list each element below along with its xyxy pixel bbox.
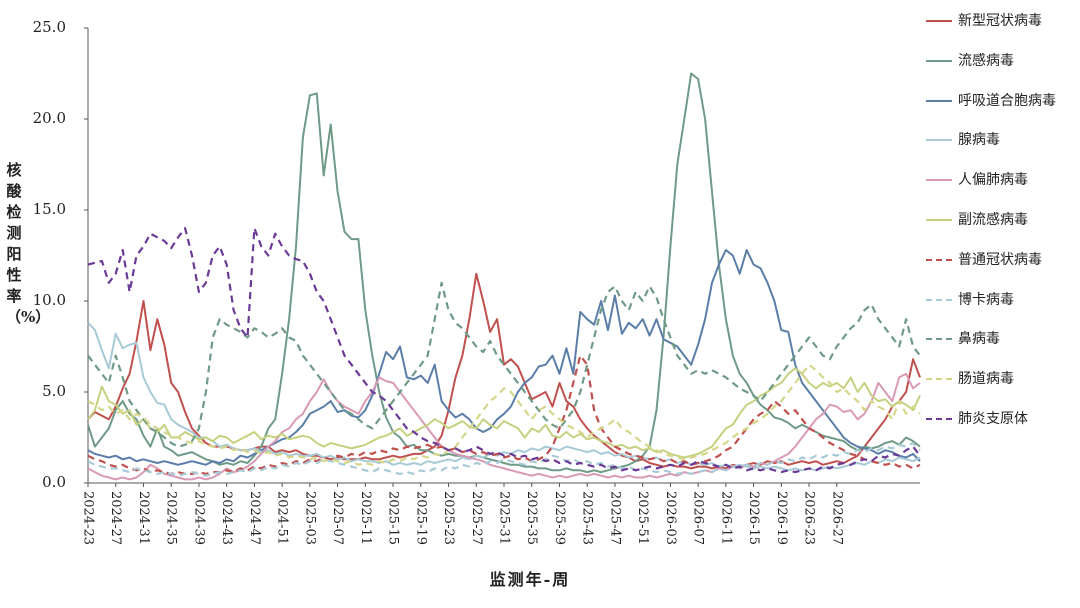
legend-item: 腺病毒 (922, 127, 1080, 167)
y-tick-label: 15.0 (33, 200, 66, 218)
legend-label: 博卡病毒 (958, 291, 1014, 308)
series-line-5 (87, 372, 921, 481)
x-tick-label: 2025-27 (469, 491, 484, 545)
y-tick-label: 20.0 (33, 109, 66, 127)
x-tick-label: 2026-11 (718, 491, 733, 545)
legend: 新型冠状病毒 流感病毒呼吸道合胞病毒 腺病毒人偏肺病毒副流感病毒普通冠状病毒 博卡病毒… (922, 8, 1080, 446)
legend-label: 肠道病毒 (958, 371, 1014, 388)
x-tick-label: 2025-39 (552, 491, 567, 545)
x-tick-label: 2025-47 (607, 491, 622, 545)
legend-swatch (926, 179, 952, 182)
legend-swatch (926, 417, 952, 420)
x-tick-label: 2024-47 (247, 491, 262, 545)
legend-item: 博卡病毒 (922, 287, 1080, 327)
series-line-6 (87, 367, 921, 459)
legend-item: 普通冠状病毒 (922, 247, 1080, 287)
legend-swatch (926, 378, 952, 381)
legend-label: 流感病毒 (958, 52, 1014, 69)
x-tick-label: 2026-15 (746, 491, 761, 545)
y-tick-label: 25.0 (33, 18, 66, 36)
x-tick-label: 2026-23 (802, 491, 817, 545)
x-tick-label: 2025-35 (524, 491, 539, 545)
x-tick-label: 2026-03 (663, 491, 678, 545)
x-axis: 2024-23 2024-27 2024-31 2024-35 2024-39 2024-… (81, 482, 920, 545)
legend-label: 鼻病毒 (958, 331, 1000, 348)
x-tick-label: 2024-43 (219, 491, 234, 545)
legend-item: 副流感病毒 (922, 207, 1080, 247)
legend-label: 肺炎支原体 (958, 410, 1028, 427)
x-tick-label: 2024-23 (81, 491, 96, 545)
series-line-2 (87, 72, 921, 474)
y-tick-label: 5.0 (42, 382, 66, 400)
legend-label: 新型冠状病毒 (958, 13, 1042, 29)
y-axis: 0.0 5.0 10.0 15.0 20.0 25.0 (33, 18, 89, 491)
legend-label: 腺病毒 (958, 132, 1000, 149)
x-tick-label: 2025-51 (635, 491, 650, 545)
x-tick-label: 2026-19 (774, 491, 789, 545)
series-lines (87, 72, 921, 481)
x-tick-label: 2025-15 (386, 491, 401, 545)
legend-swatch (926, 139, 952, 142)
x-tick-label: 2024-39 (191, 491, 206, 545)
series-line-1 (87, 272, 921, 470)
legend-swatch (926, 338, 952, 341)
x-tick-label: 2025-23 (441, 491, 456, 545)
legend-item: 呼吸道合胞病毒 (922, 88, 1080, 128)
x-tick-label: 2024-51 (275, 491, 290, 545)
series-line-11 (87, 227, 921, 474)
series-line-3 (87, 249, 921, 466)
x-tick-label: 2025-43 (580, 491, 595, 545)
legend-label: 普通冠状病毒 (958, 251, 1042, 268)
x-tick-label: 2025-19 (413, 491, 428, 545)
legend-item: 流感病毒 (922, 48, 1080, 88)
series-line-10 (87, 363, 921, 466)
x-tick-label: 2026-27 (829, 491, 844, 545)
x-tick-label: 2025-03 (302, 491, 317, 545)
legend-label: 副流感病毒 (958, 211, 1028, 228)
series-line-4 (87, 322, 921, 472)
legend-label: 人偏肺病毒 (958, 172, 1028, 189)
x-tick-label: 2024-35 (164, 491, 179, 545)
legend-swatch (926, 59, 952, 62)
series-line-9 (87, 281, 921, 448)
y-tick-label: 10.0 (33, 291, 66, 309)
x-tick-label: 2025-11 (358, 491, 373, 545)
legend-item: 肠道病毒 (922, 366, 1080, 406)
legend-swatch (926, 258, 952, 261)
legend-item: 肺炎支原体 (922, 406, 1080, 446)
legend-item: 人偏肺病毒 (922, 167, 1080, 207)
x-tick-label: 2025-31 (497, 491, 512, 545)
legend-swatch (926, 298, 952, 301)
legend-item: 新型冠状病毒 (922, 8, 1080, 48)
legend-swatch (926, 99, 952, 102)
y-tick-label: 0.0 (42, 473, 66, 491)
y-axis-label: 核酸检测阳性率（%） (6, 161, 51, 326)
legend-item: 鼻病毒 (922, 326, 1080, 366)
series-line-8 (87, 441, 921, 477)
x-tick-label: 2024-31 (136, 491, 151, 545)
x-tick-label: 2025-07 (330, 491, 345, 545)
legend-label: 呼吸道合胞病毒 (958, 92, 1056, 109)
x-tick-label: 2024-27 (108, 491, 123, 545)
x-tick-label: 2026-07 (691, 491, 706, 545)
x-axis-label: 监测年-周 (489, 570, 571, 589)
legend-swatch (926, 20, 952, 22)
series-line-7 (87, 354, 921, 475)
legend-swatch (926, 218, 952, 221)
